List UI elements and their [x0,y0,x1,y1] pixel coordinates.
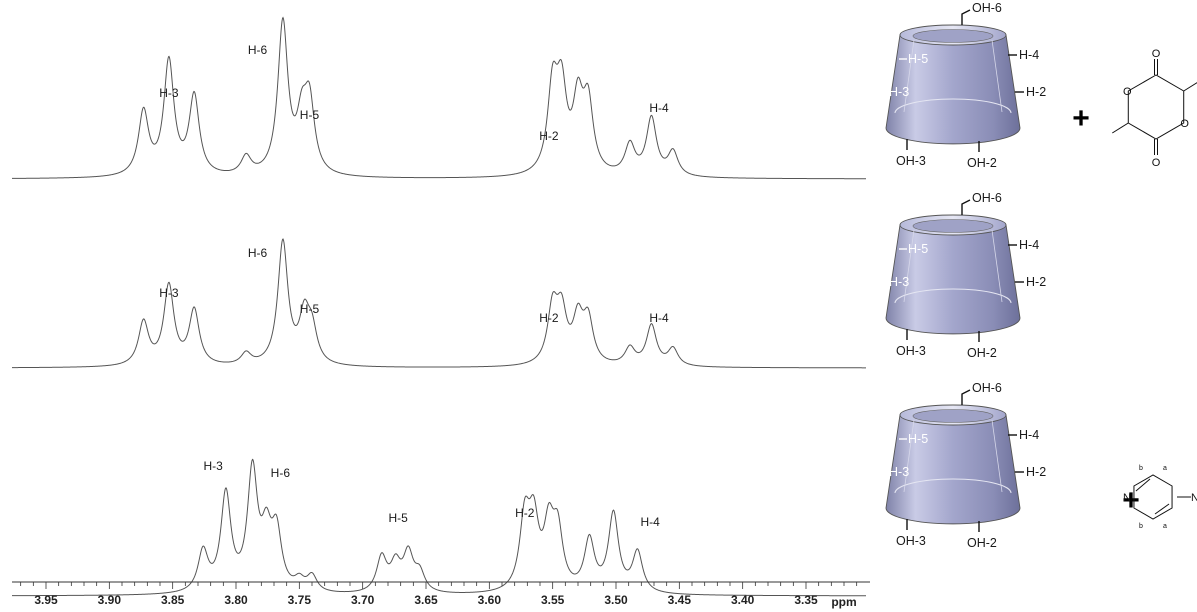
svg-text:OH-2: OH-2 [967,536,997,550]
peak-label: H-3 [159,286,179,300]
peak-label: H-4 [641,515,661,529]
svg-text:H-5: H-5 [908,52,928,66]
peak-label: H-3 [159,86,179,100]
svg-text:OH-3: OH-3 [896,344,926,358]
cyclodextrin-2: OH-6 H-5 H-3 H-4 H-2 OH-3 OH-2 [880,191,1046,360]
peak-label: H-5 [388,511,408,525]
spectrum-trace-1 [12,16,866,180]
peak-label: H-3 [204,459,224,473]
tick-label: 3.95 [34,593,58,607]
tick-label: 3.85 [161,593,185,607]
svg-text:H-3: H-3 [889,465,909,479]
svg-text:OH-2: OH-2 [967,346,997,360]
tick-label: 3.35 [794,593,818,607]
peak-label: H-5 [300,108,320,122]
cyclodextrin-schemes: OH-6 H-5 H-3 H-4 H-2 OH-3 OH-2 OH-6 H-5 H-3 H-4 H-2… [880,1,1046,550]
svg-text:H-4: H-4 [1019,238,1039,252]
lactide-atom: O [1123,86,1132,98]
svg-text:H-5: H-5 [908,432,928,446]
peak-label: H-6 [271,466,291,480]
svg-text:OH-6: OH-6 [972,381,1002,395]
dmap-atom: N [1191,492,1197,504]
cyclodextrin-3: OH-6 H-5 H-3 H-4 H-2 OH-3 OH-2 [880,381,1046,550]
svg-text:H-2: H-2 [1026,85,1046,99]
dmap-position-label: b [1139,523,1143,530]
tick-label: 3.90 [98,593,122,607]
tick-label: 3.40 [731,593,755,607]
peak-label: H-2 [539,129,559,143]
plus-sign: + [1072,102,1090,135]
svg-text:H-3: H-3 [889,275,909,289]
dmap-structure: N Na b a b [1123,465,1197,530]
tick-label: 3.60 [478,593,502,607]
svg-text:H-5: H-5 [908,242,928,256]
dmap-atom: N [1123,492,1131,504]
peak-label: H-5 [300,302,320,316]
svg-text:OH-3: OH-3 [896,534,926,548]
axis-unit: ppm [831,595,856,609]
peak-label: H-2 [515,506,535,520]
lactide-atom: O [1180,118,1189,130]
tick-label: 3.50 [604,593,628,607]
tick-label: 3.55 [541,593,565,607]
ppm-axis: 3.95 3.90 3.85 3.80 3.75 3.70 3.65 3.60 3.55 3.50… [12,581,870,609]
svg-text:OH-2: OH-2 [967,156,997,170]
lactide-structure: O O O O [1112,48,1197,169]
cyclodextrin-1: OH-6 H-5 H-3 H-4 H-2 OH-3 OH-2 [880,1,1046,170]
tick-label: 3.65 [414,593,438,607]
tick-label: 3.45 [668,593,692,607]
peak-label: H-4 [649,311,669,325]
peak-label: H-6 [248,43,268,57]
svg-text:H-4: H-4 [1019,428,1039,442]
svg-text:H-4: H-4 [1019,48,1039,62]
svg-text:H-2: H-2 [1026,465,1046,479]
dmap-position-label: a [1163,523,1167,530]
svg-text:OH-6: OH-6 [972,1,1002,15]
peak-label: H-2 [539,311,559,325]
peak-label: H-6 [248,246,268,260]
lactide-atom: O [1152,48,1161,60]
tick-label: 3.80 [224,593,248,607]
spectrum-trace-2 [12,238,866,369]
lactide-atom: O [1152,157,1161,169]
tick-label: 3.70 [351,593,375,607]
dmap-position-label: a [1163,465,1167,472]
svg-text:H-2: H-2 [1026,275,1046,289]
svg-text:OH-3: OH-3 [896,154,926,168]
svg-text:H-3: H-3 [889,85,909,99]
svg-text:OH-6: OH-6 [972,191,1002,205]
spectrum-trace-3 [12,458,866,597]
tick-label: 3.75 [288,593,312,607]
dmap-position-label: b [1139,465,1143,472]
peak-label: H-4 [649,101,669,115]
nmr-spectra: H-3 H-6 H-5 H-2 H-4 H-3 H-6 H-5 H-2 H-4 H-3 H-6 H-5 H… [12,16,866,597]
